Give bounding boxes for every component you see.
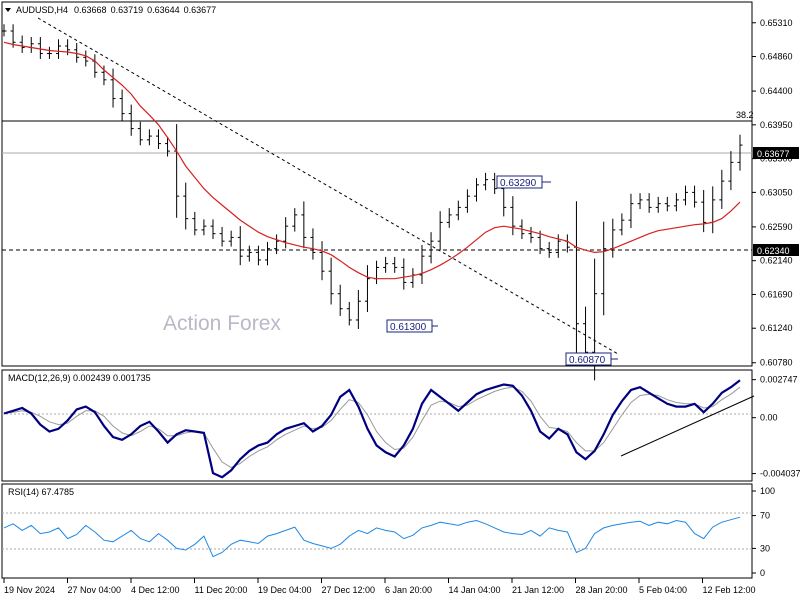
downtrend-line <box>37 17 619 355</box>
rsi-panel-frame <box>1 483 753 579</box>
rsi-line <box>3 516 741 558</box>
macd-y-axis: 0.002747 0.00 -0.004037 <box>752 375 800 479</box>
price-y-tick-label: 0.64860 <box>760 52 793 62</box>
rsi-y-tick-label: 70 <box>760 511 770 521</box>
x-tick-label: 12 Feb 12:00 <box>703 585 756 595</box>
last-price-badge-label: 0.63677 <box>757 149 790 159</box>
rsi-y-tick-label: 100 <box>760 486 775 496</box>
x-tick-label: 19 Dec 04:00 <box>258 585 312 595</box>
price-y-tick-label: 0.61240 <box>760 323 793 333</box>
annotation-low: 0.60870 <box>565 352 618 366</box>
macd-panel-frame <box>1 369 753 482</box>
macd-title: MACD(12,26,9) 0.002439 0.001735 <box>8 373 151 383</box>
macd-trendline <box>620 395 755 457</box>
price-y-tick-label: 0.60780 <box>760 358 793 368</box>
rsi-y-axis: 100 70 30 0 <box>752 486 775 578</box>
x-tick-label: 5 Feb 04:00 <box>639 585 687 595</box>
macd-signal-line <box>3 386 741 469</box>
last-price-badge: 0.63677 <box>753 147 799 159</box>
price-y-tick-label: 0.62590 <box>760 222 793 232</box>
x-tick-label: 28 Jan 20:00 <box>576 585 628 595</box>
price-y-axis: 0.653100.648600.644000.639500.635000.630… <box>752 18 793 368</box>
price-y-tick-label: 0.61690 <box>760 289 793 299</box>
macd-main-line <box>3 379 741 479</box>
x-tick-label: 19 Nov 2024 <box>4 585 55 595</box>
annotation-mid-low-label: 0.61300 <box>390 322 427 333</box>
x-tick-label: 4 Dec 12:00 <box>131 585 180 595</box>
price-y-tick-label: 0.65310 <box>760 18 793 28</box>
collapse-triangle-icon[interactable] <box>5 8 11 12</box>
x-tick-label: 11 Dec 20:00 <box>195 585 248 595</box>
x-tick-label: 6 Jan 20:00 <box>385 585 432 595</box>
macd-y-tick-label: -0.004037 <box>760 469 800 479</box>
annotation-low-label: 0.60870 <box>569 355 606 366</box>
moving-average-line <box>3 41 741 280</box>
rsi-title: RSI(14) 67.4785 <box>8 487 74 497</box>
price-y-tick-label: 0.63950 <box>760 120 793 130</box>
x-tick-label: 21 Jan 12:00 <box>512 585 564 595</box>
annotation-mid-low: 0.61300 <box>386 319 438 333</box>
x-tick-label: 27 Nov 04:00 <box>68 585 122 595</box>
price-y-tick-label: 0.62140 <box>760 256 793 266</box>
watermark-text: Action Forex <box>163 312 281 335</box>
rsi-y-tick-label: 30 <box>760 543 770 553</box>
support-badge: 0.62340 <box>753 244 799 256</box>
support-badge-label: 0.62340 <box>757 246 790 256</box>
time-x-axis: 19 Nov 2024 27 Nov 04:00 4 Dec 12:00 11 Dec… <box>3 578 756 595</box>
rsi-y-tick-label: 0 <box>760 568 765 578</box>
price-candles <box>1 24 743 381</box>
x-tick-label: 27 Dec 12:00 <box>322 585 376 595</box>
macd-y-tick-label: 0.002747 <box>760 375 798 385</box>
macd-y-tick-label: 0.00 <box>760 413 778 423</box>
price-y-tick-label: 0.64400 <box>760 86 793 96</box>
symbol-title: AUDUSD,H4 0.63668 0.63719 0.63644 0.63677 <box>16 5 216 15</box>
price-y-tick-label: 0.63050 <box>760 187 793 197</box>
x-tick-label: 14 Jan 04:00 <box>449 585 501 595</box>
annotation-high-label: 0.63290 <box>500 178 537 189</box>
fib-level-label: 38.2 <box>736 110 754 120</box>
annotation-high: 0.63290 <box>496 175 551 189</box>
price-panel-frame <box>1 1 753 367</box>
